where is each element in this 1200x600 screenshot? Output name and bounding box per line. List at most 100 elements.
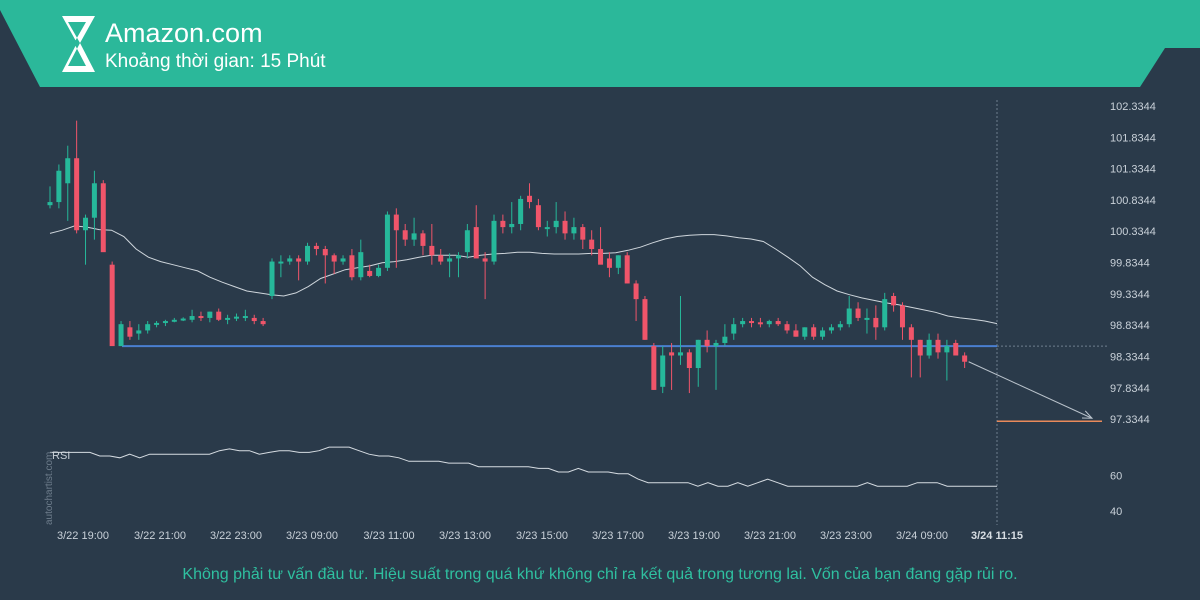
candle-body: [118, 324, 124, 347]
candle: [899, 302, 905, 340]
candle: [926, 333, 932, 359]
candle-body: [784, 324, 790, 331]
candle: [544, 220, 550, 237]
candle-body: [438, 255, 444, 262]
candle: [766, 319, 772, 328]
candle: [820, 327, 826, 340]
candle: [447, 253, 453, 278]
candle-body: [606, 258, 612, 268]
candle-body: [233, 316, 239, 319]
candle-body: [642, 299, 648, 340]
candle: [296, 255, 302, 281]
candle-body: [837, 324, 843, 328]
candle-body: [740, 321, 746, 325]
candle-body: [882, 299, 888, 328]
current-time-label: 3/24 11:15: [971, 530, 1023, 542]
candle-body: [402, 230, 408, 240]
candle-body: [162, 321, 168, 324]
candle-body: [242, 316, 248, 319]
x-axis-labels: 3/22 19:00 3/22 21:00 3/22 23:00 3/23 09:00…: [57, 530, 1023, 542]
candle-body: [198, 316, 204, 319]
rsi-label: RSI: [52, 450, 70, 462]
candle: [207, 311, 213, 323]
candle: [180, 317, 186, 322]
candle: [411, 217, 417, 246]
candle: [660, 346, 666, 394]
candle: [598, 227, 604, 265]
candle-body: [420, 233, 426, 246]
candle: [429, 223, 435, 265]
candle: [686, 349, 692, 394]
candle: [953, 339, 959, 356]
y-tick-label: 98.3344: [1110, 351, 1150, 363]
candle-body: [953, 342, 959, 356]
x-tick-label: 3/23 17:00: [592, 530, 644, 542]
y-axis-labels: 102.3344 101.8344 101.3344 100.8344 100.3344…: [1110, 101, 1156, 426]
candles: [47, 120, 968, 394]
candle: [846, 295, 852, 328]
x-tick-label: 3/23 23:00: [820, 530, 872, 542]
candle-body: [598, 249, 604, 265]
candle: [420, 230, 426, 256]
candle: [562, 211, 568, 240]
candle: [784, 321, 790, 334]
candle: [269, 258, 275, 300]
candle: [322, 245, 328, 284]
gridlines: [996, 100, 1108, 525]
candle-body: [74, 158, 80, 231]
candle-body: [100, 183, 106, 253]
candle: [162, 319, 168, 327]
candle: [100, 180, 106, 253]
candle-body: [518, 198, 524, 224]
x-tick-label: 3/24 09:00: [896, 530, 948, 542]
y-tick-label: 102.3344: [1110, 101, 1156, 113]
candle-body: [47, 202, 53, 206]
candle-body: [624, 255, 630, 284]
candle: [393, 208, 399, 268]
candle: [677, 295, 683, 365]
candle: [811, 324, 817, 340]
x-tick-label: 3/22 19:00: [57, 530, 109, 542]
candle-body: [828, 327, 834, 331]
candle-body: [127, 327, 133, 337]
candle-body: [589, 239, 595, 250]
candle-body: [216, 311, 222, 320]
watermark: autochartist.com: [44, 451, 55, 525]
candle: [171, 317, 177, 323]
candle: [935, 333, 941, 359]
candle-body: [544, 227, 550, 230]
candle-body: [704, 339, 710, 347]
candle: [518, 195, 524, 231]
candle: [882, 292, 888, 331]
candle: [580, 223, 586, 250]
candle-body: [749, 321, 755, 324]
candle-body: [846, 308, 852, 325]
candle-body: [154, 322, 160, 325]
candle: [615, 255, 621, 275]
candle: [606, 252, 612, 278]
candle-body: [269, 261, 275, 296]
candle-body: [669, 352, 675, 356]
candle-body: [677, 352, 683, 356]
y-tick-label: 99.3344: [1110, 289, 1150, 301]
candle: [56, 164, 62, 209]
candle-body: [527, 195, 533, 203]
candle: [331, 253, 337, 275]
candle: [251, 314, 257, 325]
candle-body: [873, 317, 879, 328]
candle-body: [358, 252, 364, 278]
y-tick-label: 97.3344: [1110, 414, 1150, 426]
candle: [553, 202, 559, 234]
candle: [189, 309, 195, 323]
candle: [509, 202, 515, 234]
candle-body: [429, 245, 435, 256]
candle: [358, 239, 364, 281]
y-tick-label: 101.3344: [1110, 164, 1156, 176]
candle: [491, 214, 497, 265]
candle: [287, 255, 293, 265]
candle: [651, 342, 657, 390]
candle-body: [500, 220, 506, 228]
candle-body: [509, 223, 515, 228]
candle: [91, 170, 97, 240]
candle: [775, 317, 781, 327]
